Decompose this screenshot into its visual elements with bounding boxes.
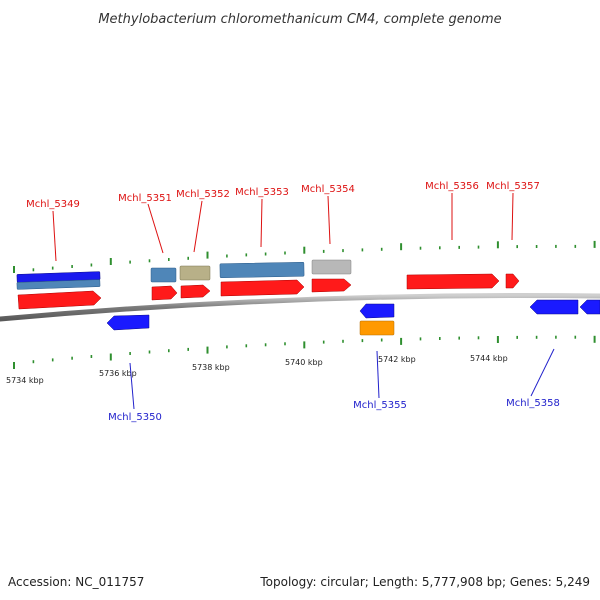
cds-arrow-forward[interactable] xyxy=(151,285,178,301)
gene-label[interactable]: Mchl_5349 xyxy=(26,199,80,210)
genome-stats: Topology: circular; Length: 5,777,908 bp… xyxy=(259,575,590,589)
gene-bar-orange[interactable] xyxy=(359,320,395,336)
forward-cds-track xyxy=(17,273,520,310)
gene-label[interactable]: Mchl_5350 xyxy=(108,412,162,423)
gene-bar-gray[interactable] xyxy=(311,259,352,275)
gene-labels: Mchl_5349 Mchl_5351 Mchl_5352 Mchl_5353 … xyxy=(26,181,560,423)
gene-label[interactable]: Mchl_5351 xyxy=(118,193,172,204)
gene-label[interactable]: Mchl_5358 xyxy=(506,398,560,409)
cds-arrow-reverse[interactable] xyxy=(359,303,395,319)
position-label: 5734 kbp xyxy=(6,376,44,385)
position-label: 5744 kbp xyxy=(470,354,508,363)
position-label: 5736 kbp xyxy=(99,369,137,378)
outer-tick-ring xyxy=(13,240,596,273)
cds-arrow-reverse[interactable] xyxy=(529,299,579,315)
position-label: 5740 kbp xyxy=(285,358,323,367)
map-title: Methylobacterium chloromethanicum CM4, c… xyxy=(98,12,501,27)
reverse-gene-track xyxy=(106,299,600,336)
cds-arrow-forward[interactable] xyxy=(311,278,352,293)
label-leaders xyxy=(52,192,555,410)
cds-arrow-forward[interactable] xyxy=(180,284,211,299)
gene-bar-steel-blue[interactable] xyxy=(219,262,305,278)
cds-arrow-reverse[interactable] xyxy=(106,314,150,331)
cds-arrow-forward[interactable] xyxy=(17,290,102,310)
gene-label[interactable]: Mchl_5352 xyxy=(176,189,230,200)
position-label: 5738 kbp xyxy=(192,363,230,372)
genome-backbone xyxy=(0,292,600,322)
accession-label: Accession: NC_011757 xyxy=(8,575,144,589)
gene-label[interactable]: Mchl_5357 xyxy=(486,181,540,192)
gene-label[interactable]: Mchl_5354 xyxy=(301,184,355,195)
position-label: 5742 kbp xyxy=(378,355,416,364)
gene-label[interactable]: Mchl_5355 xyxy=(353,400,407,411)
cds-arrow-forward[interactable] xyxy=(220,279,305,297)
cds-arrow-forward[interactable] xyxy=(505,273,520,289)
gene-label[interactable]: Mchl_5353 xyxy=(235,187,289,198)
gene-label[interactable]: Mchl_5356 xyxy=(425,181,479,192)
forward-gene-track xyxy=(16,259,352,290)
inner-tick-ring xyxy=(13,335,596,369)
cds-arrow-forward[interactable] xyxy=(406,273,500,290)
cds-arrow-reverse[interactable] xyxy=(579,299,600,315)
gene-bar-steel-blue[interactable] xyxy=(150,267,177,283)
gene-bar-khaki[interactable] xyxy=(179,265,211,281)
gene-bar-steel-blue[interactable] xyxy=(16,279,101,290)
